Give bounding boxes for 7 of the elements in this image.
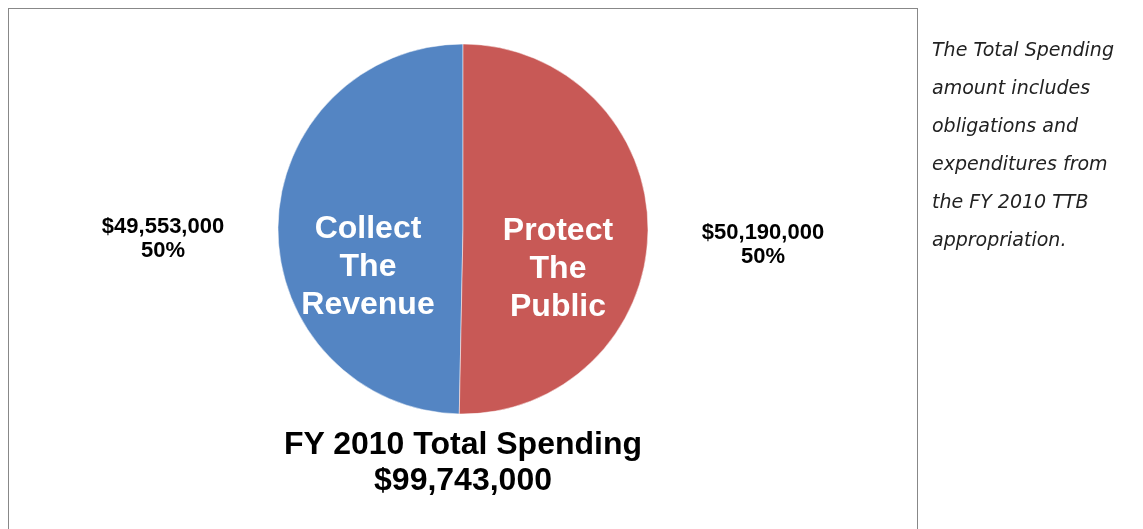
data-label: $50,190,000 50% (701, 219, 825, 269)
text: The Total Spending amount includes obligations and expenditures from the FY 2010 TTB appropriation. (932, 37, 1115, 252)
data-label: $49,553,000 50% (101, 212, 225, 262)
text: FY 2010 Total Spending (284, 425, 642, 461)
text: $99,743,000 (374, 461, 552, 497)
slice-label: Protect The Public (502, 210, 614, 323)
slice-label: Collect The Revenue (301, 209, 435, 322)
